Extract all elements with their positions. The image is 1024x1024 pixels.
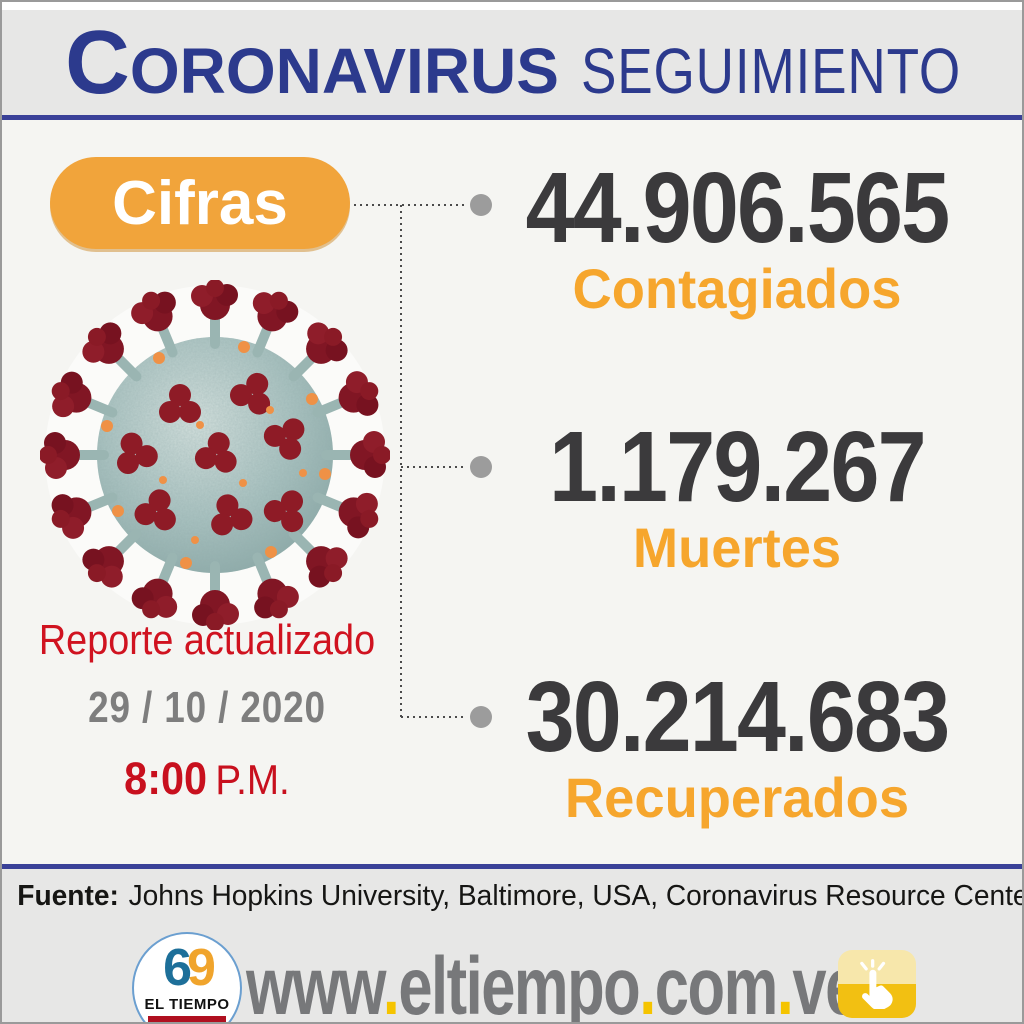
- stat-recuperados-value: 30.214.683: [525, 661, 951, 773]
- logo-name: EL TIEMPO: [144, 996, 230, 1013]
- report-time-meridiem: P.M.: [215, 756, 290, 803]
- logo-anniversary-number: 69: [134, 942, 240, 994]
- logo-red-bar: [148, 1016, 226, 1022]
- logo-digit-9: 9: [187, 939, 216, 997]
- el-tiempo-logo: 69 EL TIEMPO: [132, 932, 242, 1022]
- footer-divider: [2, 864, 1022, 869]
- url-dot-2: .: [639, 941, 656, 1024]
- header: CORONAVIRUS SEGUIMIENTO: [2, 10, 1022, 115]
- stat-muertes-label: Muertes: [632, 516, 842, 579]
- source-prefix: Fuente:: [17, 880, 119, 912]
- site-url[interactable]: www.eltiempo.com.ve: [246, 946, 859, 1023]
- source-text: Johns Hopkins University, Baltimore, USA…: [128, 880, 1024, 912]
- report-updated-label: Reporte actualizado: [38, 616, 376, 663]
- stat-muertes-value: 1.179.267: [549, 411, 926, 523]
- stat-contagiados-label: Contagiados: [572, 257, 902, 320]
- stat-recuperados: 30.214.683 Recuperados: [457, 667, 1017, 828]
- report-date: 29 / 10 / 2020: [88, 683, 326, 732]
- title-seguimiento: SEGUIMIENTO: [580, 34, 961, 107]
- stat-muertes: 1.179.267 Muertes: [457, 417, 1017, 578]
- url-www: www: [246, 941, 384, 1024]
- report-time-value: 8:00: [124, 753, 208, 804]
- header-divider: [2, 115, 1022, 120]
- source-line: Fuente: Johns Hopkins University, Baltimo…: [17, 880, 1022, 913]
- stat-recuperados-label: Recuperados: [564, 766, 910, 829]
- cifras-badge: Cifras: [50, 157, 350, 249]
- url-eltiempo: eltiempo: [398, 941, 640, 1024]
- logo-digit-6: 6: [163, 939, 192, 997]
- url-dot-1: .: [382, 941, 400, 1024]
- cifras-badge-label: Cifras: [112, 168, 288, 238]
- report-time: 8:00 P.M.: [18, 754, 395, 804]
- top-margin: [2, 2, 1022, 10]
- page-title: CORONAVIRUS SEGUIMIENTO: [65, 11, 961, 112]
- stat-contagiados: 44.906.565 Contagiados: [457, 158, 1017, 319]
- url-com: com: [654, 941, 778, 1024]
- url-dot-3: .: [776, 941, 794, 1024]
- title-coronavirus: CORONAVIRUS: [65, 11, 559, 112]
- stat-contagiados-value: 44.906.565: [525, 152, 951, 264]
- click-hand-icon: [838, 950, 916, 1018]
- coronavirus-icon: [40, 280, 390, 630]
